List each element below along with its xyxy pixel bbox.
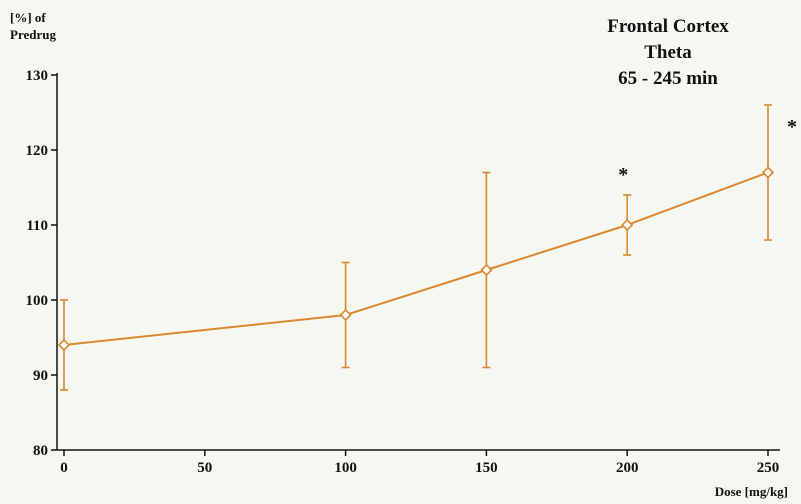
error-bars xyxy=(60,104,772,391)
data-point xyxy=(339,308,352,322)
x-axis-ticks: 0 50 100 150 200 250 xyxy=(60,450,779,476)
significance-asterisk: * xyxy=(618,164,628,186)
axes xyxy=(56,73,780,451)
data-point xyxy=(57,338,71,352)
chart-title-line: 65 - 245 min xyxy=(618,68,718,89)
y-tick-label: 130 xyxy=(26,68,49,84)
x-axis-title: Dose [mg/kg] xyxy=(715,484,788,499)
y-axis-title-line: [%] of xyxy=(10,10,46,25)
significance-markers: ** xyxy=(618,116,797,186)
y-tick-label: 90 xyxy=(33,368,48,384)
x-tick-label: 150 xyxy=(475,460,498,476)
y-tick-label: 100 xyxy=(26,293,49,309)
data-point xyxy=(480,263,493,277)
data-points xyxy=(57,166,775,352)
chart-title-line: Theta xyxy=(644,42,692,63)
x-tick-label: 200 xyxy=(616,460,639,476)
chart-title: Frontal Cortex Theta 65 - 245 min xyxy=(607,16,729,89)
series-lines xyxy=(63,171,769,346)
y-tick-label: 120 xyxy=(26,143,49,159)
data-point xyxy=(621,218,634,232)
y-tick-label: 80 xyxy=(33,443,48,459)
series-line xyxy=(63,171,769,346)
x-tick-label: 100 xyxy=(334,460,357,476)
y-axis-title: [%] of Predrug xyxy=(10,10,56,42)
y-axis-ticks: 80 90 100 110 120 130 xyxy=(26,68,57,459)
y-axis-title-line: Predrug xyxy=(10,27,56,42)
x-tick-label: 250 xyxy=(757,460,780,476)
x-tick-label: 0 xyxy=(60,460,68,476)
y-tick-label: 110 xyxy=(26,218,48,234)
chart-title-line: Frontal Cortex xyxy=(607,16,729,37)
data-point xyxy=(761,166,775,179)
significance-asterisk: * xyxy=(787,116,797,138)
x-tick-label: 50 xyxy=(197,460,212,476)
